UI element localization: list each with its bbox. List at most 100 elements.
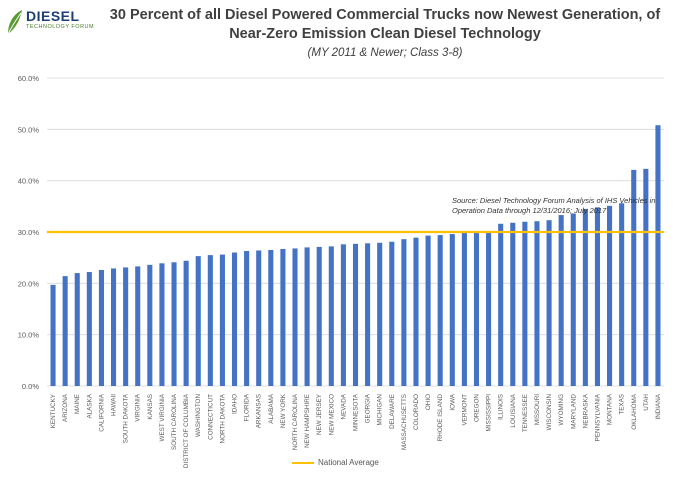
x-tick-label: WEST VIRGINIA	[159, 393, 166, 441]
bar	[413, 237, 419, 386]
x-tick-label: DELAWARE	[389, 394, 396, 429]
bars	[50, 125, 661, 386]
bar	[62, 276, 68, 386]
x-tick-label: GEORGIA	[365, 393, 372, 423]
x-tick-label: ILLINOIS	[498, 394, 505, 420]
bar	[86, 272, 92, 386]
bar	[607, 205, 613, 386]
bar	[510, 222, 516, 386]
bar	[231, 252, 238, 386]
x-tick-label: OHIO	[425, 394, 432, 410]
x-tick-label: NORTH CAROLINA	[292, 393, 299, 450]
bar	[389, 241, 395, 386]
x-tick-label: ALASKA	[86, 393, 93, 418]
x-tick-label: HAWAII	[111, 394, 118, 416]
x-tick-label: MISSISSIPPI	[486, 394, 493, 432]
x-tick-label: NEBRASKA	[582, 393, 589, 428]
x-tick-label: LOUISIANA	[510, 393, 517, 427]
bar	[522, 221, 528, 386]
y-tick-label: 60.0%	[18, 74, 40, 83]
x-tick-label: OKLAHOMA	[631, 393, 638, 429]
bar	[195, 256, 201, 386]
bar	[340, 244, 346, 386]
bar	[643, 168, 649, 386]
bar	[280, 248, 286, 386]
x-tick-label: SOUTH DAKOTA	[123, 393, 130, 443]
bar	[304, 247, 310, 386]
y-tick-label: 50.0%	[18, 125, 40, 134]
bar	[219, 254, 225, 386]
x-tick-label: CONNECTICUT	[207, 394, 214, 440]
x-tick-label: SOUTH CAROLINA	[171, 393, 178, 450]
x-tick-label: OREGON	[473, 394, 480, 422]
bar	[461, 233, 467, 386]
x-tick-label: RHODE ISLAND	[437, 394, 444, 442]
y-tick-label: 40.0%	[18, 177, 40, 186]
x-tick-label: FLORIDA	[244, 393, 251, 421]
x-tick-label: NEW HAMPSHIRE	[304, 394, 311, 448]
bar	[570, 213, 576, 386]
x-tick-label: NEW YORK	[280, 393, 287, 428]
x-tick-label: ALABAMA	[268, 393, 275, 424]
x-tick-label: WISCONSIN	[546, 394, 553, 431]
x-tick-label: KENTUCKY	[50, 393, 57, 428]
x-tick-label: ARIZONA	[62, 393, 69, 422]
bar	[316, 246, 322, 386]
bar	[123, 267, 129, 386]
x-tick-label: NEVADA	[340, 393, 347, 419]
bar	[631, 169, 637, 386]
bar	[135, 266, 141, 386]
x-tick-label: VERMONT	[461, 394, 468, 426]
bar	[147, 264, 153, 386]
bar	[473, 232, 480, 386]
legend: National Average	[292, 458, 379, 470]
x-tick-label: COLORADO	[413, 394, 420, 430]
bar	[498, 223, 504, 386]
source-note: Source: Diesel Technology Forum Analysis…	[452, 196, 656, 215]
bar	[582, 208, 588, 386]
x-tick-label: MASSACHUSETTS	[401, 394, 408, 450]
bar	[655, 125, 661, 386]
bar	[437, 235, 443, 386]
legend-swatch-national-average	[292, 461, 314, 464]
bar	[110, 268, 117, 386]
bar	[546, 220, 552, 386]
x-tick-label: VIRGINIA	[135, 393, 142, 421]
x-tick-label: INDIANA	[655, 393, 662, 419]
x-tick-label: PENNSYLVANIA	[594, 393, 601, 441]
x-tick-label: TENNESSEE	[522, 394, 529, 432]
bar	[159, 263, 165, 386]
y-tick-label: 0.0%	[22, 382, 39, 391]
bar	[74, 273, 80, 386]
bar	[50, 284, 56, 386]
diesel-technology-forum-logo: DIESEL TECHNOLOGY FORUM	[6, 8, 98, 38]
logo-wordmark: DIESEL	[26, 8, 80, 24]
y-tick-label: 10.0%	[18, 331, 40, 340]
x-tick-label: NORTH DAKOTA	[219, 393, 226, 443]
x-tick-label: MICHIGAN	[377, 394, 384, 426]
x-tick-label: UTAH	[643, 394, 650, 411]
y-axis-ticks: 0.0% 10.0% 20.0% 30.0% 40.0% 50.0% 60.0%	[18, 74, 40, 391]
bar	[619, 203, 625, 386]
x-axis-ticks: KENTUCKY ARIZONA MAINE ALASKA CALIFORNIA HAWA…	[50, 393, 662, 468]
chart-subtitle: (MY 2011 & Newer; Class 3-8)	[307, 47, 463, 59]
x-tick-label: MINNESOTA	[353, 393, 360, 431]
bar	[594, 207, 601, 386]
leaf-logo-icon	[7, 10, 22, 35]
x-tick-label: WYOMING	[558, 394, 565, 426]
y-tick-label: 30.0%	[18, 228, 40, 237]
chart-title-line-1: 30 Percent of all Diesel Powered Commerc…	[109, 7, 661, 23]
chart-title-line-2: Near-Zero Emission Clean Diesel Technolo…	[229, 26, 541, 42]
bar	[328, 246, 334, 386]
bar	[486, 232, 492, 386]
bar	[244, 250, 250, 386]
bar	[449, 234, 455, 386]
logo-subtitle: TECHNOLOGY FORUM	[26, 24, 95, 30]
bar	[268, 249, 274, 386]
bar	[401, 239, 407, 386]
bar	[425, 235, 431, 386]
bar	[171, 262, 177, 386]
bar	[558, 215, 564, 386]
x-tick-label: MARYLAND	[570, 394, 577, 429]
